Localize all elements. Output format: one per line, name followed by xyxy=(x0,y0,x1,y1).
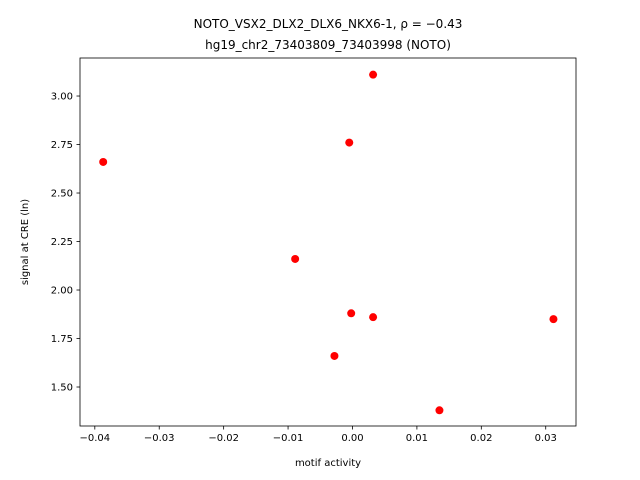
point xyxy=(99,157,108,166)
point xyxy=(369,313,378,322)
y-axis-label: signal at CRE (ln) xyxy=(20,199,31,285)
y-tick-label: 3.00 xyxy=(51,92,73,103)
x-tick-label: 0.02 xyxy=(470,433,492,444)
y-tick-label: 2.25 xyxy=(51,237,73,248)
y-tick-label: 1.75 xyxy=(51,334,73,345)
point xyxy=(549,315,558,324)
point xyxy=(291,254,300,263)
point xyxy=(369,70,378,79)
y-tick-label: 1.50 xyxy=(51,383,73,394)
point xyxy=(345,138,354,147)
y-tick-label: 2.00 xyxy=(51,286,73,297)
point xyxy=(435,406,444,415)
x-tick-label: 0.03 xyxy=(535,433,557,444)
x-tick-label: −0.04 xyxy=(79,433,110,444)
chart-title: NOTO_VSX2_DLX2_DLX6_NKX6-1, ρ = −0.43 xyxy=(194,17,463,31)
x-axis-label: motif activity xyxy=(295,458,361,469)
y-tick-label: 2.50 xyxy=(51,189,73,200)
x-tick-label: −0.02 xyxy=(208,433,239,444)
chart-subtitle: hg19_chr2_73403809_73403998 (NOTO) xyxy=(205,38,451,52)
x-tick-label: −0.01 xyxy=(273,433,304,444)
plot-frame xyxy=(79,57,577,427)
x-tick-label: 0.01 xyxy=(406,433,428,444)
x-tick-label: −0.03 xyxy=(144,433,175,444)
y-tick-label: 2.75 xyxy=(51,140,73,151)
point xyxy=(347,309,356,318)
x-tick-label: 0.00 xyxy=(341,433,363,444)
point xyxy=(330,351,339,360)
